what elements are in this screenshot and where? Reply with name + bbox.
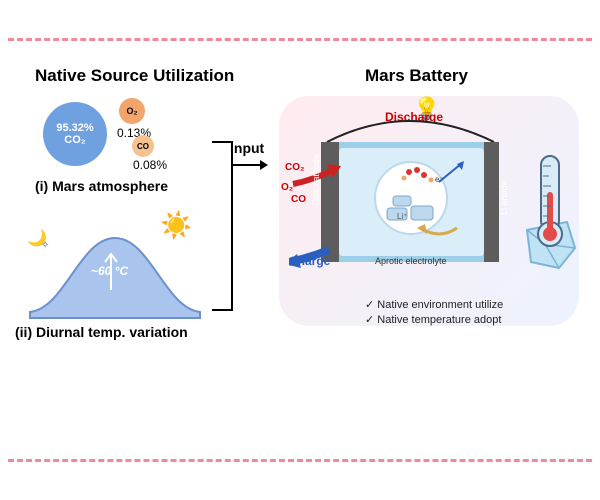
feature-check-list: ✓ Native environment utilize ✓ Native te… [365,296,503,326]
o2-name: O₂ [127,106,138,116]
inflow-co2-label: CO₂ [285,162,304,173]
check-label: Native temperature adopt [377,314,501,326]
electrolyte-label: Aprotic electrolyte [375,256,447,266]
right-heading: Mars Battery [365,66,468,86]
co-pct: 0.08% [133,158,167,172]
right-panel: Mars Battery 💡 Discharge [275,60,585,440]
o2-circle: O₂ [119,98,145,124]
electron-label: e⁻ [435,175,444,184]
check-label: Native environment utilize [377,299,503,311]
co-circle: CO [132,135,154,157]
co-name: CO [137,142,149,151]
thermometer-icon [521,152,579,272]
check-row: ✓ Native temperature adopt [365,313,503,326]
co2-pct: 95.32% [56,122,93,134]
caption-diurnal-temp: (ii) Diurnal temp. variation [15,324,188,340]
left-panel: Native Source Utilization 95.32% CO₂ O₂ … [15,60,275,440]
co2-circle: 95.32% CO₂ [43,102,107,166]
charge-label: Charge [289,254,330,268]
sparkle-icon: ✧ [41,240,49,251]
co2-name: CO₂ [64,134,85,146]
left-heading: Native Source Utilization [35,66,234,86]
input-bracket [210,140,270,330]
battery-cell-diagram [289,100,519,275]
inflow-o2-label: O₂ [281,182,293,193]
anode-label: Li anode [499,180,509,215]
li-ion-label: Li⁺ [397,212,407,221]
hill-temp-label: ~60 °C [91,264,128,278]
dashed-border-bottom [8,459,592,462]
diagram-content: Native Source Utilization 95.32% CO₂ O₂ … [15,60,585,440]
inflow-co-label: CO [291,194,306,205]
caption-mars-atmosphere: (i) Mars atmosphere [35,178,168,194]
dashed-border-top [8,38,592,41]
cathode-label: Gas cathode [311,154,321,205]
sun-icon: ☀️ [160,210,192,241]
check-row: ✓ Native environment utilize [365,298,503,311]
